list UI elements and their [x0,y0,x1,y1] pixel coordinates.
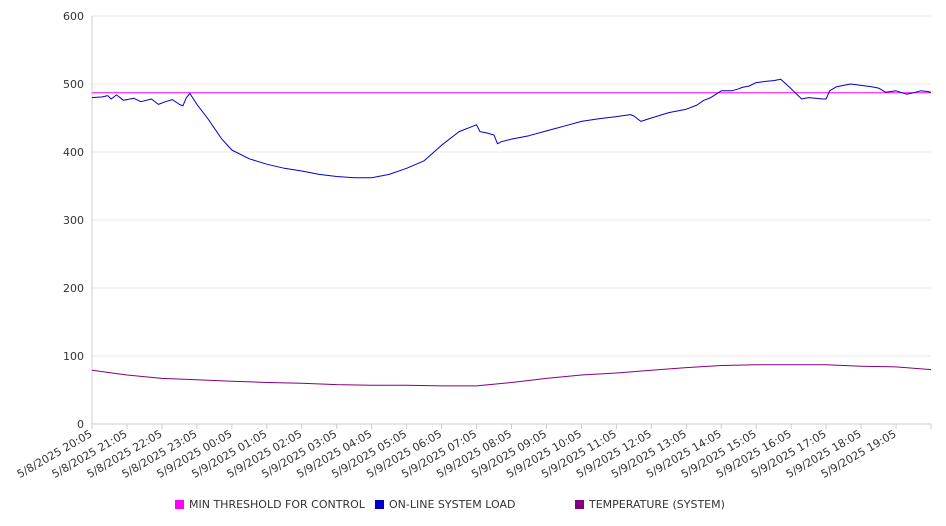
y-tick-label-300: 300 [63,214,84,227]
y-tick-label-500: 500 [63,78,84,91]
legend-swatch-min-threshold [175,500,184,509]
legend-item-system-load[interactable]: ON-LINE SYSTEM LOAD [375,498,515,511]
legend-swatch-temperature [575,500,584,509]
y-tick-label-0: 0 [77,418,84,431]
grid-layer [92,15,931,357]
legend-label-min-threshold: MIN THRESHOLD FOR CONTROL [189,498,365,511]
legend-item-min-threshold[interactable]: MIN THRESHOLD FOR CONTROL [175,498,365,511]
series-layer [91,78,932,387]
y-tick-label-400: 400 [63,146,84,159]
y-tick-label-100: 100 [63,350,84,363]
y-tick-label-200: 200 [63,282,84,295]
legend-label-system-load: ON-LINE SYSTEM LOAD [389,498,516,511]
y-tick-label-600: 600 [63,10,84,23]
legend-label-temperature: TEMPERATURE (SYSTEM) [589,498,725,511]
series-line-temperature-system [91,364,932,387]
series-line-on-line-system-load [91,78,932,179]
legend-item-temperature[interactable]: TEMPERATURE (SYSTEM) [575,498,725,511]
legend: MIN THRESHOLD FOR CONTROL ON-LINE SYSTEM… [0,498,946,518]
legend-swatch-system-load [375,500,384,509]
